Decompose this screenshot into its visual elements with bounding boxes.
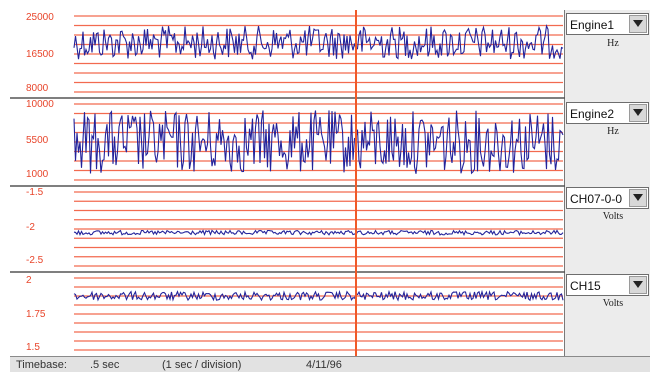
channel-unit-label: Hz bbox=[607, 126, 619, 137]
ch4-y-bottom-label: 1.5 bbox=[26, 342, 40, 353]
channel-unit-label: Volts bbox=[602, 211, 624, 222]
ch3-y-bottom-label: -2.5 bbox=[26, 255, 44, 266]
channel-name: Engine2 bbox=[570, 107, 615, 121]
ch3-y-mid-label: -2 bbox=[26, 222, 35, 233]
channel-name: CH07-0-0 bbox=[570, 192, 623, 206]
signal-trace bbox=[73, 229, 564, 237]
chevron-down-icon bbox=[633, 109, 643, 116]
dropdown-button[interactable] bbox=[629, 189, 647, 207]
strip-chart[interactable] bbox=[10, 10, 565, 356]
ch1-y-mid-label: 16500 bbox=[26, 49, 54, 60]
channel-select-engine2[interactable]: Engine2 bbox=[566, 102, 649, 124]
ch2-y-bottom-label: 1000 bbox=[26, 169, 49, 180]
channel-select-engine1[interactable]: Engine1 bbox=[566, 13, 649, 35]
timebase-label: Timebase: bbox=[16, 359, 67, 371]
signal-trace bbox=[73, 110, 564, 175]
dropdown-button[interactable] bbox=[629, 276, 647, 294]
chevron-down-icon bbox=[633, 20, 643, 27]
dropdown-button[interactable] bbox=[629, 15, 647, 33]
timebase-value: .5 sec bbox=[90, 359, 120, 371]
channel-unit-label: Hz bbox=[607, 38, 619, 49]
ch3-y-top-label: -1.5 bbox=[26, 187, 44, 198]
division-text: (1 sec / division) bbox=[162, 359, 242, 371]
channel-name: Engine1 bbox=[570, 18, 615, 32]
ch1-y-top-label: 25000 bbox=[26, 12, 54, 23]
chevron-down-icon bbox=[633, 194, 643, 201]
channel-panel bbox=[565, 10, 650, 356]
chevron-down-icon bbox=[633, 281, 643, 288]
ch4-y-top-label: 2 bbox=[26, 275, 32, 286]
ch4-y-mid-label: 1.75 bbox=[26, 309, 46, 320]
channel-select-ch15[interactable]: CH15 bbox=[566, 274, 649, 296]
signal-trace bbox=[73, 24, 564, 60]
date-text: 4/11/96 bbox=[306, 359, 342, 371]
dropdown-button[interactable] bbox=[629, 104, 647, 122]
channel-unit-label: Volts bbox=[602, 298, 624, 309]
ch2-y-top-label: 10000 bbox=[26, 99, 54, 110]
ch1-y-bottom-label: 8000 bbox=[26, 83, 49, 94]
status-bar: Timebase: .5 sec (1 sec / division) 4/11… bbox=[10, 356, 650, 372]
signal-trace bbox=[73, 289, 564, 302]
ch2-y-mid-label: 5500 bbox=[26, 135, 49, 146]
channel-select-ch07[interactable]: CH07-0-0 bbox=[566, 187, 649, 209]
channel-name: CH15 bbox=[570, 279, 601, 293]
